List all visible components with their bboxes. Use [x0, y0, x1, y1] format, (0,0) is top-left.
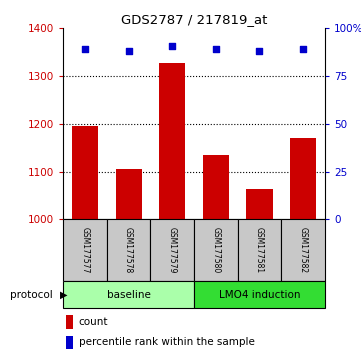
Bar — [281, 219, 325, 281]
Bar — [107, 219, 151, 281]
Bar — [116, 169, 142, 219]
Bar — [159, 63, 185, 219]
Point — [126, 48, 131, 54]
Point — [300, 46, 306, 52]
Bar — [238, 219, 281, 281]
Bar — [66, 315, 74, 329]
Bar — [63, 281, 194, 308]
Text: GSM177578: GSM177578 — [124, 227, 133, 274]
Text: GSM177581: GSM177581 — [255, 227, 264, 274]
Text: GSM177577: GSM177577 — [81, 227, 90, 274]
Text: percentile rank within the sample: percentile rank within the sample — [79, 337, 255, 348]
Bar — [66, 336, 74, 349]
Bar — [290, 138, 316, 219]
Bar — [203, 155, 229, 219]
Text: GSM177580: GSM177580 — [211, 227, 220, 274]
Text: count: count — [79, 317, 108, 327]
Text: LMO4 induction: LMO4 induction — [219, 290, 300, 300]
Point — [257, 48, 262, 54]
Point — [213, 46, 219, 52]
Bar — [151, 219, 194, 281]
Bar — [63, 219, 107, 281]
Text: ▶: ▶ — [60, 290, 67, 300]
Title: GDS2787 / 217819_at: GDS2787 / 217819_at — [121, 13, 267, 26]
Text: baseline: baseline — [106, 290, 151, 300]
Text: GSM177582: GSM177582 — [299, 227, 308, 274]
Text: GSM177579: GSM177579 — [168, 227, 177, 274]
Bar — [194, 219, 238, 281]
Bar — [246, 189, 273, 219]
Point — [82, 46, 88, 52]
Bar — [72, 126, 98, 219]
Bar — [194, 281, 325, 308]
Text: protocol: protocol — [10, 290, 56, 300]
Point — [169, 43, 175, 48]
